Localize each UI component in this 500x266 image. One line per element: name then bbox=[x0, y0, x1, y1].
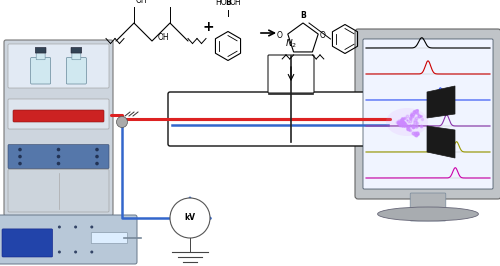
Circle shape bbox=[116, 117, 128, 127]
Circle shape bbox=[18, 162, 22, 165]
Circle shape bbox=[95, 148, 99, 151]
Circle shape bbox=[95, 155, 99, 158]
Text: B: B bbox=[225, 0, 231, 6]
FancyBboxPatch shape bbox=[355, 29, 500, 199]
FancyBboxPatch shape bbox=[8, 44, 109, 88]
Circle shape bbox=[56, 162, 60, 165]
Polygon shape bbox=[427, 126, 455, 158]
FancyBboxPatch shape bbox=[71, 47, 82, 53]
Circle shape bbox=[18, 155, 22, 158]
FancyBboxPatch shape bbox=[2, 229, 52, 257]
Circle shape bbox=[18, 148, 22, 151]
FancyBboxPatch shape bbox=[268, 55, 314, 93]
Text: O: O bbox=[277, 31, 283, 39]
Circle shape bbox=[58, 226, 61, 228]
FancyBboxPatch shape bbox=[36, 52, 45, 60]
FancyBboxPatch shape bbox=[410, 193, 446, 221]
Text: $N_2$: $N_2$ bbox=[285, 38, 297, 50]
FancyBboxPatch shape bbox=[8, 99, 109, 129]
FancyBboxPatch shape bbox=[36, 47, 46, 53]
FancyBboxPatch shape bbox=[92, 232, 128, 244]
FancyBboxPatch shape bbox=[168, 92, 392, 146]
Circle shape bbox=[56, 155, 60, 158]
FancyBboxPatch shape bbox=[66, 57, 86, 84]
Ellipse shape bbox=[386, 108, 428, 136]
Text: OH: OH bbox=[158, 33, 170, 42]
Text: OH: OH bbox=[230, 0, 241, 6]
FancyBboxPatch shape bbox=[363, 39, 493, 189]
FancyBboxPatch shape bbox=[8, 144, 109, 169]
Circle shape bbox=[95, 162, 99, 165]
Circle shape bbox=[170, 198, 210, 238]
Text: kV: kV bbox=[184, 213, 196, 222]
Circle shape bbox=[90, 226, 94, 228]
Circle shape bbox=[74, 251, 77, 253]
FancyBboxPatch shape bbox=[13, 110, 104, 122]
Ellipse shape bbox=[378, 207, 478, 221]
Text: O: O bbox=[320, 31, 326, 39]
FancyBboxPatch shape bbox=[30, 57, 50, 84]
Text: HO: HO bbox=[216, 0, 227, 6]
Circle shape bbox=[58, 251, 61, 253]
Polygon shape bbox=[427, 86, 455, 118]
Circle shape bbox=[56, 148, 60, 151]
Text: +: + bbox=[202, 20, 214, 34]
FancyBboxPatch shape bbox=[8, 169, 109, 212]
FancyBboxPatch shape bbox=[72, 52, 81, 60]
FancyBboxPatch shape bbox=[4, 40, 113, 216]
FancyBboxPatch shape bbox=[0, 215, 137, 264]
Text: B: B bbox=[300, 11, 306, 20]
Circle shape bbox=[74, 226, 77, 228]
Text: OH: OH bbox=[136, 0, 147, 5]
Circle shape bbox=[90, 251, 94, 253]
